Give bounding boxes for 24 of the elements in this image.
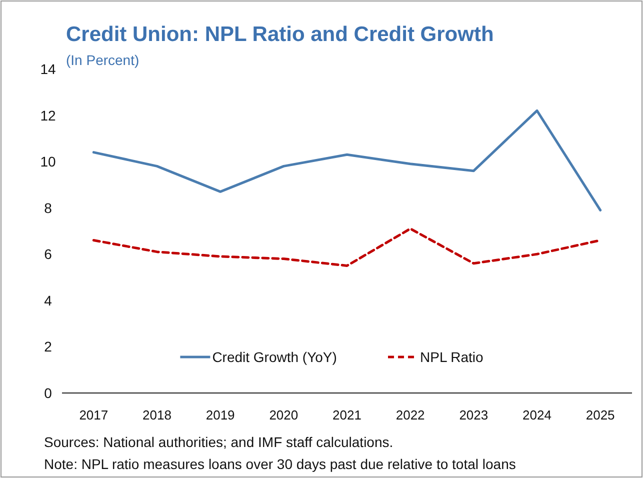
y-tick-label: 2 <box>44 338 52 355</box>
legend-label: NPL Ratio <box>420 349 484 365</box>
x-tick-label: 2025 <box>586 408 615 422</box>
y-tick-label: 0 <box>44 385 52 401</box>
legend-label: Credit Growth (YoY) <box>212 349 337 365</box>
x-tick-label: 2021 <box>332 408 362 422</box>
line-series <box>92 109 602 212</box>
y-tick-label: 4 <box>44 292 52 308</box>
x-tick-label: 2018 <box>142 408 172 422</box>
x-tick-label: 2022 <box>396 408 425 422</box>
source-note: Sources: National authorities; and IMF staff calculations. <box>44 434 394 450</box>
chart-subtitle: (In Percent) <box>66 52 140 68</box>
x-tick-label: 2024 <box>522 408 552 422</box>
y-tick-label: 14 <box>40 61 56 77</box>
text: Note: NPL ratio measures loans over 30 days past due relative to total loans <box>44 456 516 472</box>
y-tick-label: 6 <box>44 246 52 262</box>
x-tick-label: 2019 <box>206 408 235 422</box>
x-tick-label: 2017 <box>79 408 108 422</box>
y-tick-label: 12 <box>40 107 56 124</box>
y-tick-label: 10 <box>40 154 56 170</box>
chart-title: Credit Union: NPL Ratio and Credit Growth <box>66 23 494 46</box>
x-tick-label: 2023 <box>459 408 488 422</box>
x-tick-label: 2020 <box>269 408 298 422</box>
y-tick-label: 8 <box>44 200 52 216</box>
